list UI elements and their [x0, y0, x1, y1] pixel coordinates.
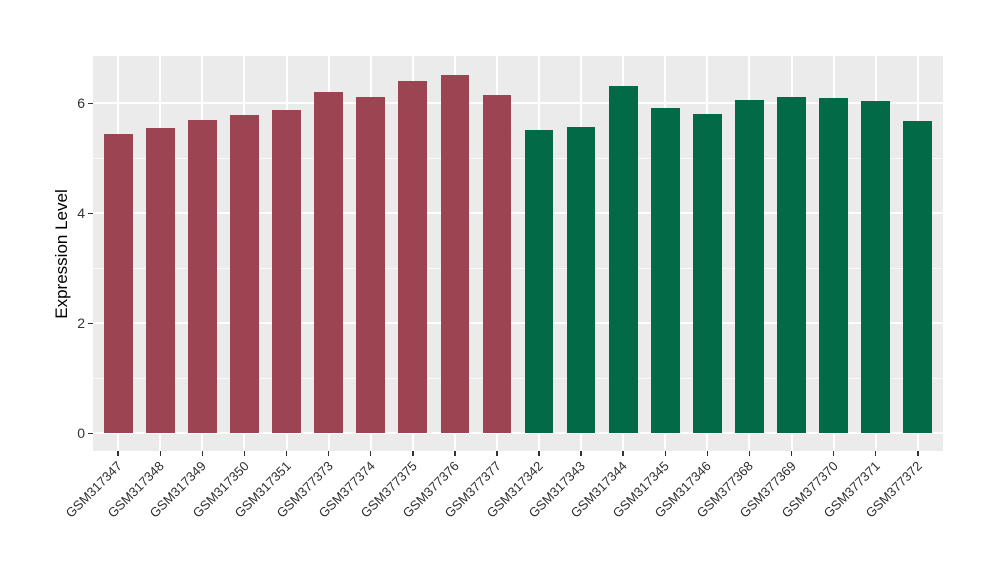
y-tick-label: 6	[77, 95, 85, 112]
x-tick-mark	[412, 451, 414, 456]
x-tick-mark	[201, 451, 204, 456]
x-tick-mark	[832, 451, 835, 456]
bar	[146, 128, 175, 434]
x-tick-mark	[159, 451, 162, 456]
x-tick-mark	[369, 451, 372, 456]
bar	[608, 85, 638, 434]
gridline-horizontal-minor	[93, 267, 943, 269]
bar	[398, 80, 428, 434]
x-tick-mark	[538, 451, 540, 456]
x-tick-mark	[748, 451, 751, 456]
x-tick-mark	[917, 451, 919, 456]
x-tick-mark	[664, 451, 667, 456]
y-tick-label: 2	[77, 315, 85, 332]
gridline-horizontal-major	[93, 322, 943, 325]
y-tick-label: 4	[77, 205, 85, 222]
y-tick-label: 0	[77, 425, 85, 442]
x-tick-mark	[790, 451, 793, 456]
bar	[819, 97, 848, 434]
bar	[103, 133, 133, 434]
x-tick-mark	[580, 451, 582, 456]
y-tick-mark	[88, 322, 93, 325]
bar	[230, 114, 259, 434]
bar	[482, 94, 512, 434]
x-tick-mark	[327, 451, 330, 456]
bar	[861, 100, 890, 434]
y-tick-mark	[88, 432, 93, 435]
bar	[356, 97, 386, 434]
bar	[272, 109, 301, 434]
x-tick-mark	[496, 451, 498, 456]
gridline-horizontal-minor	[93, 377, 943, 379]
y-tick-mark	[88, 212, 93, 215]
x-tick-mark	[243, 451, 246, 456]
bar	[650, 108, 680, 434]
bar	[693, 113, 722, 434]
bar	[903, 120, 933, 434]
x-tick-mark	[706, 451, 709, 456]
bar	[566, 126, 596, 434]
bar	[188, 119, 217, 434]
x-tick-mark	[117, 451, 119, 456]
bar	[524, 129, 554, 434]
x-tick-mark	[454, 451, 456, 456]
bar	[777, 96, 806, 434]
gridline-horizontal-major	[93, 102, 943, 105]
x-tick-mark	[874, 451, 877, 456]
bar	[735, 100, 764, 434]
bar	[440, 74, 470, 434]
x-tick-mark	[285, 451, 288, 456]
gridline-horizontal-major	[93, 432, 943, 435]
gridline-horizontal-major	[93, 212, 943, 215]
x-tick-mark	[622, 451, 624, 456]
bar	[314, 92, 343, 434]
plot-panel	[93, 56, 943, 451]
gridline-horizontal-minor	[93, 157, 943, 159]
y-tick-mark	[88, 102, 93, 105]
